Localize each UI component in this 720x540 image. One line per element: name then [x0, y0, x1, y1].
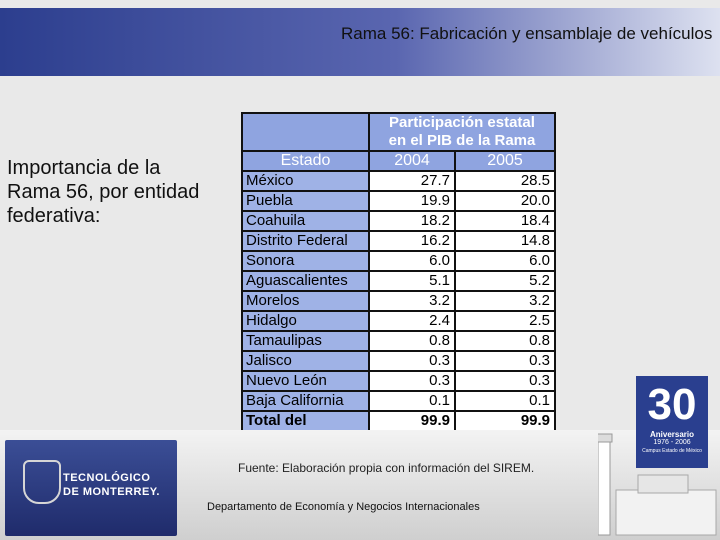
value-2005-cell: 5.2: [453, 270, 557, 292]
table-row: Coahuila 18.2 18.4: [241, 210, 557, 232]
table-row: Puebla 19.9 20.0: [241, 190, 557, 212]
value-2005-cell: 0.1: [453, 390, 557, 412]
table-row: Aguascalientes 5.1 5.2: [241, 270, 557, 292]
value-2005-cell: 3.2: [453, 290, 557, 312]
value-2004-cell: 27.7: [368, 170, 456, 192]
state-cell: Morelos: [241, 290, 370, 312]
total-2005: 99.9: [453, 410, 557, 432]
source-note: Fuente: Elaboración propia con informaci…: [238, 461, 535, 475]
state-cell: Aguascalientes: [241, 270, 370, 292]
anniversary-number: 30: [647, 380, 697, 429]
value-2005-cell: 18.4: [453, 210, 557, 232]
header-bar: [0, 8, 720, 76]
department-name: Departamento de Economía y Negocios Inte…: [207, 501, 480, 513]
state-cell: Hidalgo: [241, 310, 370, 332]
value-2005-cell: 6.0: [453, 250, 557, 272]
value-2004-cell: 0.1: [368, 390, 456, 412]
anniversary-badge: 30 Aniversario 1976 - 2006 Campus Estado…: [636, 376, 708, 468]
value-2004-cell: 16.2: [368, 230, 456, 252]
section-caption: Importancia de la Rama 56, por entidad f…: [7, 157, 200, 227]
state-cell: Distrito Federal: [241, 230, 370, 252]
campus-tower-icon: [598, 433, 717, 536]
total-2004: 99.9: [368, 410, 456, 432]
table-header-title: Participación estatal en el PIB de la Ra…: [367, 112, 557, 152]
col-header-estado: Estado: [241, 150, 370, 172]
anniversary-label: Aniversario: [649, 430, 695, 439]
state-cell: Baja California: [241, 390, 370, 412]
tec-seal-icon: [23, 460, 61, 504]
value-2004-cell: 18.2: [368, 210, 456, 232]
state-cell: Sonora: [241, 250, 370, 272]
table-header-line1: Participación estatal: [389, 114, 535, 131]
col-header-2005: 2005: [453, 150, 557, 172]
value-2004-cell: 3.2: [368, 290, 456, 312]
value-2005-cell: 2.5: [453, 310, 557, 332]
state-cell: Jalisco: [241, 350, 370, 372]
value-2004-cell: 0.8: [368, 330, 456, 352]
logo-line1: TECNOLÓGICO: [63, 472, 151, 484]
table-row: Tamaulipas 0.8 0.8: [241, 330, 557, 352]
footer-logo-panel: TECNOLÓGICO DE MONTERREY.: [5, 440, 177, 536]
table-row: México 27.7 28.5: [241, 170, 557, 192]
table-row: Distrito Federal 16.2 14.8: [241, 230, 557, 252]
state-cell: México: [241, 170, 370, 192]
table-row: Baja California 0.1 0.1: [241, 390, 557, 412]
col-header-2004: 2004: [368, 150, 456, 172]
value-2004-cell: 0.3: [368, 370, 456, 392]
participation-table: Participación estatal en el PIB de la Ra…: [241, 112, 557, 432]
value-2005-cell: 28.5: [453, 170, 557, 192]
anniversary-years: 1976 - 2006: [653, 439, 691, 446]
table-row: Nuevo León 0.3 0.3: [241, 370, 557, 392]
value-2004-cell: 5.1: [368, 270, 456, 292]
table-row: Morelos 3.2 3.2: [241, 290, 557, 312]
state-cell: Puebla: [241, 190, 370, 212]
value-2004-cell: 2.4: [368, 310, 456, 332]
page-title: Rama 56: Fabricación y ensamblaje de veh…: [341, 24, 713, 43]
value-2005-cell: 0.8: [453, 330, 557, 352]
value-2005-cell: 0.3: [453, 370, 557, 392]
header-empty-cell: [241, 112, 370, 152]
state-cell: Tamaulipas: [241, 330, 370, 352]
value-2004-cell: 0.3: [368, 350, 456, 372]
value-2004-cell: 19.9: [368, 190, 456, 212]
table-row: Jalisco 0.3 0.3: [241, 350, 557, 372]
logo-line2: DE MONTERREY.: [63, 486, 160, 498]
value-2005-cell: 0.3: [453, 350, 557, 372]
value-2005-cell: 20.0: [453, 190, 557, 212]
table-row: Hidalgo 2.4 2.5: [241, 310, 557, 332]
value-2005-cell: 14.8: [453, 230, 557, 252]
table-header-line2: en el PIB de la Rama: [388, 132, 536, 149]
table-row: Sonora 6.0 6.0: [241, 250, 557, 272]
anniversary-campus: Campus Estado de México: [642, 448, 702, 454]
state-cell: Nuevo León: [241, 370, 370, 392]
value-2004-cell: 6.0: [368, 250, 456, 272]
state-cell: Coahuila: [241, 210, 370, 232]
total-label: Total del: [241, 410, 370, 432]
